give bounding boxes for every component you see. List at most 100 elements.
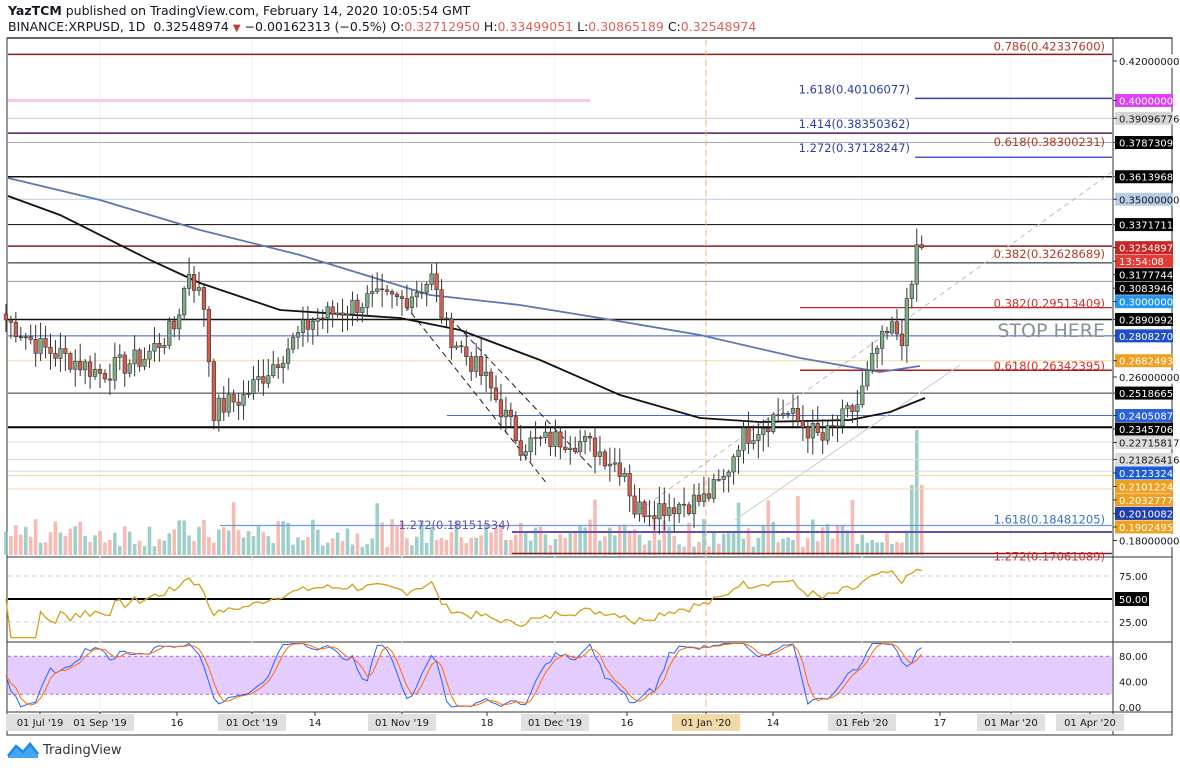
candle-body: [285, 348, 291, 364]
volume-bar: [345, 528, 350, 555]
candle-body: [191, 274, 197, 291]
volume-bar: [474, 537, 478, 555]
price-axis-label: 0.40000000: [1113, 94, 1179, 108]
price-axis-label: 0.26824935: [1113, 354, 1179, 368]
time-label-bg: [6, 714, 74, 731]
volume-bar: [914, 430, 919, 555]
volume-bar: [68, 528, 73, 555]
candle-body: [320, 317, 325, 320]
volume-bar: [815, 541, 820, 555]
brand-name: TradingView: [43, 742, 122, 758]
price-label-bg: [1115, 452, 1173, 466]
volume-bar: [617, 524, 622, 555]
candle-body: [479, 356, 484, 376]
time-label-text: 01 Apr '20: [1064, 718, 1116, 729]
volume-bar: [533, 527, 538, 555]
volume-bar: [523, 533, 528, 555]
candle-body: [582, 436, 588, 442]
price-label-bg: [1115, 268, 1173, 282]
candle-body: [216, 397, 221, 421]
volume-bar: [405, 538, 409, 555]
candle-body: [825, 425, 830, 441]
volume-bar: [786, 537, 790, 555]
price-label-text: 0.21826416: [1119, 455, 1179, 466]
volume-bar: [811, 519, 815, 555]
candle-body: [780, 413, 786, 416]
candle-body: [642, 501, 647, 518]
candle-body: [706, 493, 711, 499]
price-axis-label: 0.24050870: [1113, 408, 1179, 422]
volume-bar: [380, 522, 384, 555]
candle-body: [736, 449, 741, 457]
volume-bar: [415, 536, 419, 555]
volume-bar: [28, 536, 33, 555]
time-label-text: 01 Sep '19: [73, 718, 126, 729]
volume-bar: [568, 533, 573, 555]
price-label-bg: [1115, 408, 1173, 422]
candle-body: [914, 244, 919, 285]
candle-body: [454, 345, 459, 349]
candle-body: [800, 420, 805, 428]
volume-bar: [860, 534, 865, 555]
price-axis-label: 0.28909920: [1113, 313, 1179, 327]
candle-body: [528, 437, 533, 452]
candle-body: [889, 321, 895, 334]
volume-bar: [241, 537, 246, 555]
volume-bar: [885, 533, 889, 555]
volume-bar: [756, 537, 761, 555]
candle-body: [92, 368, 98, 377]
price-axis-label: 0.21012246: [1113, 479, 1179, 493]
volume-bar: [350, 544, 355, 555]
volume-bar: [251, 536, 256, 555]
volume-bar: [147, 526, 152, 555]
candle-body: [696, 494, 702, 502]
volume-bar: [113, 532, 117, 555]
candle-body: [672, 507, 677, 515]
candle-body: [414, 292, 419, 298]
volume-bar: [236, 529, 241, 555]
price-label-bg: [1115, 241, 1173, 255]
volume-bar: [424, 542, 429, 555]
candle-body: [904, 298, 909, 346]
volume-bar: [563, 538, 568, 555]
price-label-text: 0.33717116: [1119, 221, 1179, 232]
candle-body: [132, 349, 137, 365]
candle-body: [662, 503, 667, 517]
candle-body: [68, 353, 73, 370]
candle-body: [691, 494, 697, 514]
volume-bar: [504, 539, 508, 555]
volume-bar: [306, 537, 310, 555]
symbol: BINANCE:XRPUSD, 1D: [8, 19, 146, 34]
price-label-text: 0.39096776: [1119, 114, 1179, 125]
publisher[interactable]: YazTCM: [8, 3, 62, 18]
candle-body: [855, 404, 860, 413]
volume-bar: [776, 542, 780, 555]
price-label-text: 0.20327770: [1119, 496, 1179, 507]
candle-body: [790, 408, 796, 414]
candle-body: [3, 313, 9, 321]
fib-label: 1.618(0.18481205): [994, 512, 1105, 526]
volume-bar: [840, 526, 845, 555]
price-label-bg: [1115, 329, 1173, 343]
volume-bar: [454, 520, 459, 555]
volume-bar: [820, 527, 825, 555]
time-label-bg: [66, 714, 134, 731]
candle-body: [8, 319, 13, 323]
candle-body: [256, 376, 261, 380]
candle-body: [226, 394, 231, 413]
time-label-bg: [368, 714, 436, 731]
volume-bar: [19, 534, 23, 555]
candle-body: [607, 463, 612, 467]
change: −0.00162313 (−0.5%): [244, 19, 387, 34]
volume-bar: [627, 530, 632, 555]
time-label-bg: [521, 714, 589, 731]
candle-body: [350, 299, 355, 315]
volume-bar: [761, 525, 766, 555]
volume-bar: [459, 537, 464, 555]
volume-bar: [716, 543, 721, 555]
tradingview-brand[interactable]: TradingView: [6, 740, 122, 760]
candle-body: [464, 346, 469, 357]
volume-bar: [741, 538, 746, 555]
volume-bar: [202, 519, 206, 555]
